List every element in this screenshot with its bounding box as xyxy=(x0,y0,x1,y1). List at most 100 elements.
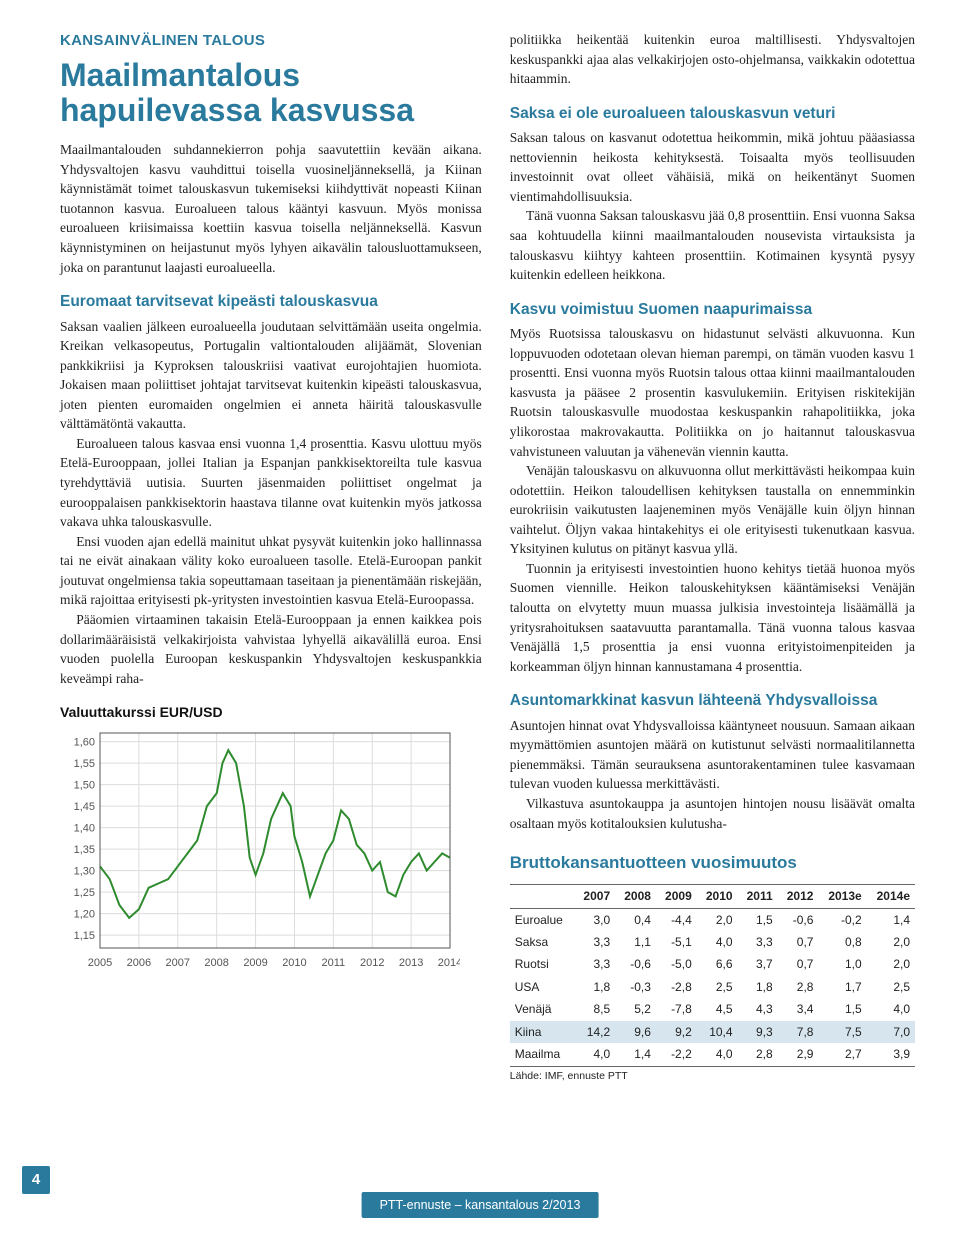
main-title-line1: Maailmantalous xyxy=(60,57,300,93)
svg-text:1,35: 1,35 xyxy=(74,844,95,856)
gdp-cell: 2,5 xyxy=(867,976,915,998)
gdp-cell: 3,0 xyxy=(574,909,615,932)
gdp-cell: 1,5 xyxy=(818,999,866,1021)
gdp-cell: -0,6 xyxy=(615,954,656,976)
left-column: KANSAINVÄLINEN TALOUS Maailmantalous hap… xyxy=(60,30,482,1084)
gdp-col-header: 2013e xyxy=(818,884,866,908)
svg-text:1,30: 1,30 xyxy=(74,865,95,877)
table-row: Saksa3,31,1-5,14,03,30,70,82,0 xyxy=(510,932,915,954)
gdp-cell: 1,5 xyxy=(738,909,778,932)
eurusd-chart: Valuuttakurssi EUR/USD 1,151,201,251,301… xyxy=(60,702,482,975)
gdp-cell: 7,0 xyxy=(867,1021,915,1043)
gdp-cell: 3,7 xyxy=(738,954,778,976)
gdp-col-header: 2012 xyxy=(778,884,819,908)
svg-text:1,45: 1,45 xyxy=(74,801,95,813)
svg-text:2009: 2009 xyxy=(243,957,267,969)
table-row: Ruotsi3,3-0,6-5,06,63,70,71,02,0 xyxy=(510,954,915,976)
svg-text:2007: 2007 xyxy=(166,957,190,969)
section-label: KANSAINVÄLINEN TALOUS xyxy=(60,30,482,52)
gdp-col-header: 2008 xyxy=(615,884,656,908)
gdp-col-header: 2014e xyxy=(867,884,915,908)
gdp-cell: Kiina xyxy=(510,1021,575,1043)
gdp-cell: 4,5 xyxy=(697,999,738,1021)
gdp-cell: USA xyxy=(510,976,575,998)
gdp-cell: Maailma xyxy=(510,1043,575,1066)
gdp-cell: 2,5 xyxy=(697,976,738,998)
table-row: Euroalue3,00,4-4,42,01,5-0,6-0,21,4 xyxy=(510,909,915,932)
gdp-cell: 10,4 xyxy=(697,1021,738,1043)
gdp-cell: 5,2 xyxy=(615,999,656,1021)
gdp-col-header: 2009 xyxy=(656,884,697,908)
gdp-cell: 4,0 xyxy=(697,1043,738,1066)
gdp-cell: 1,4 xyxy=(615,1043,656,1066)
gdp-cell: -4,4 xyxy=(656,909,697,932)
svg-text:1,15: 1,15 xyxy=(74,930,95,942)
svg-text:2012: 2012 xyxy=(360,957,384,969)
gdp-cell: -2,2 xyxy=(656,1043,697,1066)
gdp-cell: -0,6 xyxy=(778,909,819,932)
right-subhead-2: Kasvu voimistuu Suomen naapurimaissa xyxy=(510,299,915,321)
gdp-col-header: 2007 xyxy=(574,884,615,908)
gdp-cell: 0,8 xyxy=(818,932,866,954)
svg-text:2013: 2013 xyxy=(399,957,423,969)
svg-text:1,25: 1,25 xyxy=(74,887,95,899)
table-row: Maailma4,01,4-2,24,02,82,92,73,9 xyxy=(510,1043,915,1066)
left-p4: Ensi vuoden ajan edellä mainitut uhkat p… xyxy=(60,532,482,610)
svg-text:2006: 2006 xyxy=(127,957,151,969)
left-p1: Maailmantalouden suhdannekierron pohja s… xyxy=(60,140,482,277)
gdp-cell: 1,4 xyxy=(867,909,915,932)
table-row: Venäjä8,55,2-7,84,54,33,41,54,0 xyxy=(510,999,915,1021)
svg-text:1,20: 1,20 xyxy=(74,908,95,920)
svg-text:2008: 2008 xyxy=(204,957,228,969)
gdp-cell: 6,6 xyxy=(697,954,738,976)
gdp-cell: 0,4 xyxy=(615,909,656,932)
gdp-cell: 7,5 xyxy=(818,1021,866,1043)
chart-svg: 1,151,201,251,301,351,401,451,501,551,60… xyxy=(60,725,460,970)
gdp-cell: -7,8 xyxy=(656,999,697,1021)
right-p5: Tuonnin ja erityisesti investointien huo… xyxy=(510,559,915,676)
gdp-cell: 3,3 xyxy=(574,932,615,954)
gdp-cell: 4,0 xyxy=(867,999,915,1021)
gdp-cell: 2,0 xyxy=(867,932,915,954)
gdp-cell: 7,8 xyxy=(778,1021,819,1043)
gdp-cell: -0,2 xyxy=(818,909,866,932)
table-row: Kiina14,29,69,210,49,37,87,57,0 xyxy=(510,1021,915,1043)
gdp-cell: 1,8 xyxy=(738,976,778,998)
right-body: politiikka heikentää kuitenkin euroa mal… xyxy=(510,30,915,833)
table-row: USA1,8-0,3-2,82,51,82,81,72,5 xyxy=(510,976,915,998)
gdp-cell: 3,4 xyxy=(778,999,819,1021)
left-subhead-1: Euromaat tarvitsevat kipeästi talouskasv… xyxy=(60,291,482,313)
gdp-cell: -5,1 xyxy=(656,932,697,954)
footer-bar: PTT-ennuste – kansantalous 2/2013 xyxy=(362,1192,599,1218)
gdp-cell: Ruotsi xyxy=(510,954,575,976)
gdp-table-title: Bruttokansantuotteen vuosimuutos xyxy=(510,851,915,876)
gdp-cell: Venäjä xyxy=(510,999,575,1021)
right-p6: Asuntojen hinnat ovat Yhdysvalloissa kää… xyxy=(510,716,915,794)
gdp-cell: 1,1 xyxy=(615,932,656,954)
gdp-cell: 1,7 xyxy=(818,976,866,998)
gdp-cell: 4,3 xyxy=(738,999,778,1021)
gdp-cell: -5,0 xyxy=(656,954,697,976)
gdp-cell: 1,8 xyxy=(574,976,615,998)
left-body: Maailmantalouden suhdannekierron pohja s… xyxy=(60,140,482,688)
gdp-cell: Saksa xyxy=(510,932,575,954)
right-p0: politiikka heikentää kuitenkin euroa mal… xyxy=(510,30,915,89)
svg-text:1,60: 1,60 xyxy=(74,736,95,748)
gdp-cell: 0,7 xyxy=(778,932,819,954)
right-subhead-3: Asuntomarkkinat kasvun lähteenä Yhdysval… xyxy=(510,690,915,712)
gdp-cell: 1,0 xyxy=(818,954,866,976)
gdp-table-source: Lähde: IMF, ennuste PTT xyxy=(510,1069,915,1084)
gdp-cell: 0,7 xyxy=(778,954,819,976)
gdp-cell: 4,0 xyxy=(697,932,738,954)
svg-text:2005: 2005 xyxy=(88,957,112,969)
gdp-cell: 9,6 xyxy=(615,1021,656,1043)
gdp-cell: Euroalue xyxy=(510,909,575,932)
right-column: politiikka heikentää kuitenkin euroa mal… xyxy=(510,30,915,1084)
right-p2: Tänä vuonna Saksan talouskasvu jää 0,8 p… xyxy=(510,206,915,284)
gdp-cell: 2,8 xyxy=(778,976,819,998)
gdp-col-header xyxy=(510,884,575,908)
gdp-cell: 3,9 xyxy=(867,1043,915,1066)
svg-text:1,50: 1,50 xyxy=(74,779,95,791)
gdp-cell: 9,2 xyxy=(656,1021,697,1043)
right-subhead-1: Saksa ei ole euroalueen talouskasvun vet… xyxy=(510,103,915,125)
